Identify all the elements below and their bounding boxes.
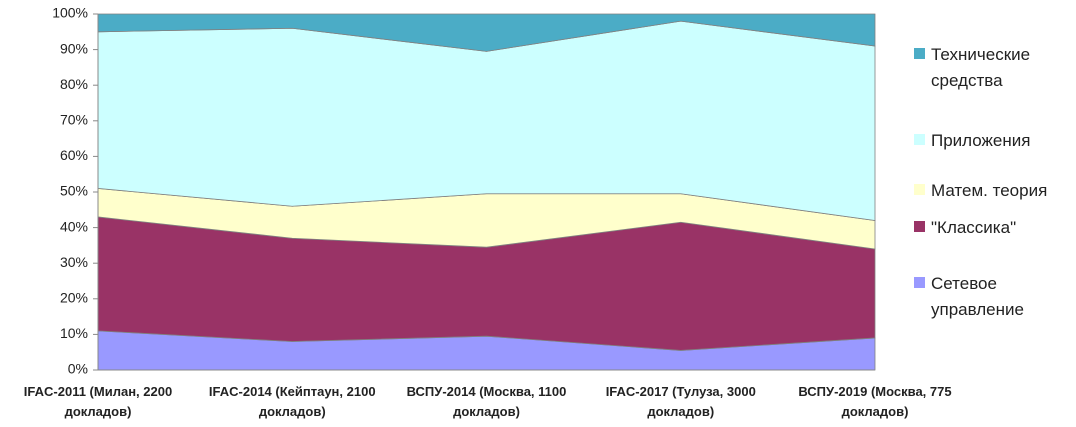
y-tick-label: 10% xyxy=(60,325,88,341)
x-tick-label: IFAC-2011 (Милан, 2200 докладов) xyxy=(23,384,173,419)
x-tick-label: ВСПУ-2019 (Москва, 775 докладов) xyxy=(798,384,952,419)
y-tick-label: 20% xyxy=(60,290,88,306)
x-tick-label: ВСПУ-2014 (Москва, 1100 докладов) xyxy=(406,384,567,419)
legend-swatch xyxy=(914,221,925,232)
y-tick-label: 30% xyxy=(60,254,88,270)
legend-swatch xyxy=(914,134,925,145)
area xyxy=(97,13,876,52)
x-tick-label: IFAC-2014 (Кейптаун, 2100 докладов) xyxy=(208,384,376,419)
legend-item: Матем. теория xyxy=(914,178,1076,204)
legend-item: Технические средства xyxy=(914,42,1076,94)
x-tick-label: IFAC-2017 (Тулуза, 3000 докладов) xyxy=(605,384,756,419)
legend-item: Приложения xyxy=(914,128,1076,154)
y-tick-label: 80% xyxy=(60,76,88,92)
y-tick-label: 100% xyxy=(52,5,88,21)
y-tick-label: 70% xyxy=(60,112,88,128)
legend-swatch xyxy=(914,277,925,288)
legend-label: Сетевое управление xyxy=(931,274,1024,319)
legend-label: Технические средства xyxy=(931,45,1031,90)
legend-item: "Классика" xyxy=(914,215,1076,241)
y-tick-label: 60% xyxy=(60,147,88,163)
legend-label: Приложения xyxy=(931,131,1031,150)
y-tick-label: 50% xyxy=(60,183,88,199)
legend-item: Сетевое управление xyxy=(914,271,1076,323)
legend-swatch xyxy=(914,48,925,59)
y-tick-label: 90% xyxy=(60,40,88,56)
y-tick-label: 40% xyxy=(60,218,88,234)
y-tick-label: 0% xyxy=(68,361,88,377)
legend-label: "Классика" xyxy=(931,218,1017,237)
legend-swatch xyxy=(914,184,925,195)
legend-label: Матем. теория xyxy=(931,181,1048,200)
